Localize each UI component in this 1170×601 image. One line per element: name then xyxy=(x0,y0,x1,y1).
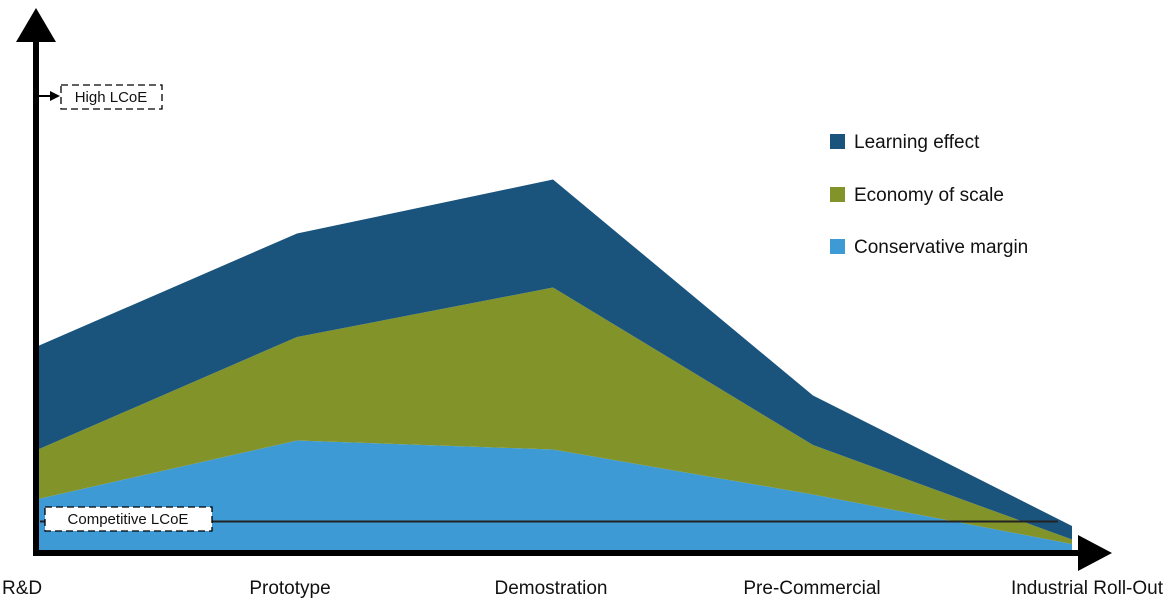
area-learning-effect xyxy=(38,179,1072,540)
x-tick-label: Demostration xyxy=(495,578,608,599)
legend-item: Conservative margin xyxy=(830,237,1028,258)
high-lcoe-label: High LCoE xyxy=(75,89,148,106)
legend-label-conservative: Conservative margin xyxy=(854,237,1028,258)
high-lcoe-box xyxy=(60,84,163,110)
high-lcoe-arrowhead xyxy=(50,91,60,101)
legend: Learning effect Economy of scale Conserv… xyxy=(830,132,1028,258)
legend-swatch-economy xyxy=(830,187,845,202)
competitive-lcoe-box xyxy=(44,506,213,532)
legend-swatch-conservative xyxy=(830,239,845,254)
area-conservative-margin xyxy=(38,440,1072,553)
x-tick-label: Prototype xyxy=(249,578,330,599)
legend-label-economy: Economy of scale xyxy=(854,185,1004,206)
area-economy-of-scale xyxy=(38,287,1072,544)
x-tick-label: Pre-Commercial xyxy=(743,578,880,599)
high-lcoe-annotation: High LCoE xyxy=(38,84,163,110)
legend-label-learning: Learning effect xyxy=(854,132,980,153)
x-tick-label: R&D xyxy=(2,578,42,599)
axes xyxy=(16,8,1112,571)
competitive-lcoe-annotation: Competitive LCoE xyxy=(44,506,213,532)
x-tick-label: Industrial Roll-Out xyxy=(1011,578,1164,599)
legend-swatch-learning xyxy=(830,134,845,149)
x-axis-arrowhead xyxy=(1078,535,1112,571)
stacked-areas xyxy=(38,179,1072,553)
competitive-lcoe-label: Competitive LCoE xyxy=(68,511,189,528)
legend-item: Learning effect xyxy=(830,132,980,153)
legend-item: Economy of scale xyxy=(830,185,1004,206)
x-tick-labels: R&D Prototype Demostration Pre-Commercia… xyxy=(2,578,1164,599)
y-axis-arrowhead xyxy=(16,8,56,42)
